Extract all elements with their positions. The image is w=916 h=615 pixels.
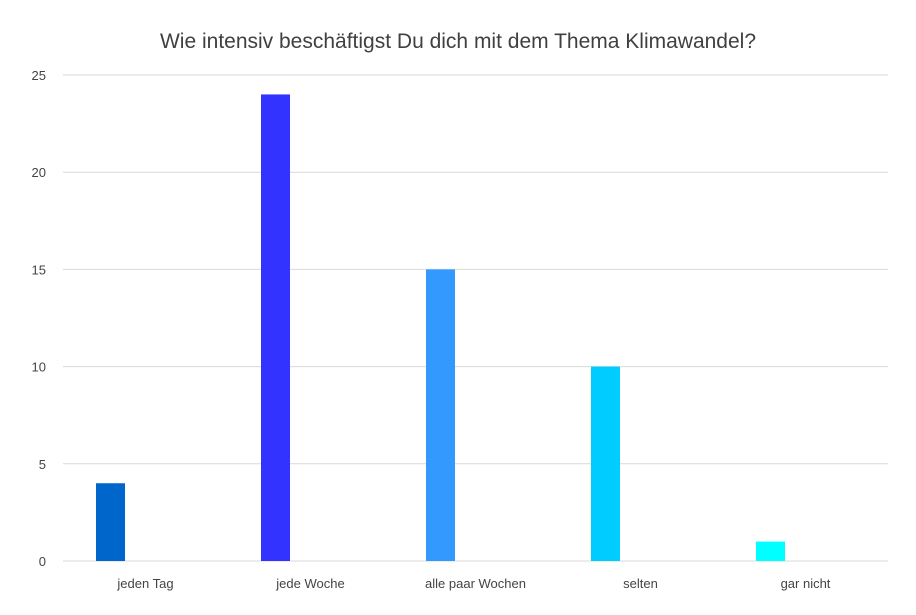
x-tick-label: alle paar Wochen: [425, 576, 526, 591]
x-tick-label: selten: [623, 576, 658, 591]
gridlines: [63, 74, 888, 562]
x-tick-label: jeden Tag: [116, 576, 173, 591]
y-tick-label: 15: [32, 262, 46, 277]
x-tick-label: jede Woche: [275, 576, 344, 591]
bar-jede-woche: [261, 94, 290, 561]
x-tick-label: gar nicht: [781, 576, 831, 591]
bar-alle-paar-wochen: [426, 269, 455, 561]
y-tick-label: 25: [32, 68, 46, 83]
bar-jeden-tag: [96, 483, 125, 561]
chart-title: Wie intensiv beschäftigst Du dich mit de…: [159, 30, 757, 53]
y-tick-label: 5: [39, 457, 46, 472]
y-tick-label: 10: [32, 360, 46, 375]
x-axis-ticks: jeden Tag jede Woche alle paar Wochen selte…: [116, 576, 830, 591]
bar-gar-nicht: [756, 541, 785, 561]
y-tick-label: 20: [32, 165, 46, 180]
y-axis-ticks: 0 5 10 15 20 25: [32, 68, 46, 569]
bars: [96, 94, 785, 561]
y-tick-label: 0: [39, 554, 46, 569]
bar-selten: [591, 366, 620, 561]
